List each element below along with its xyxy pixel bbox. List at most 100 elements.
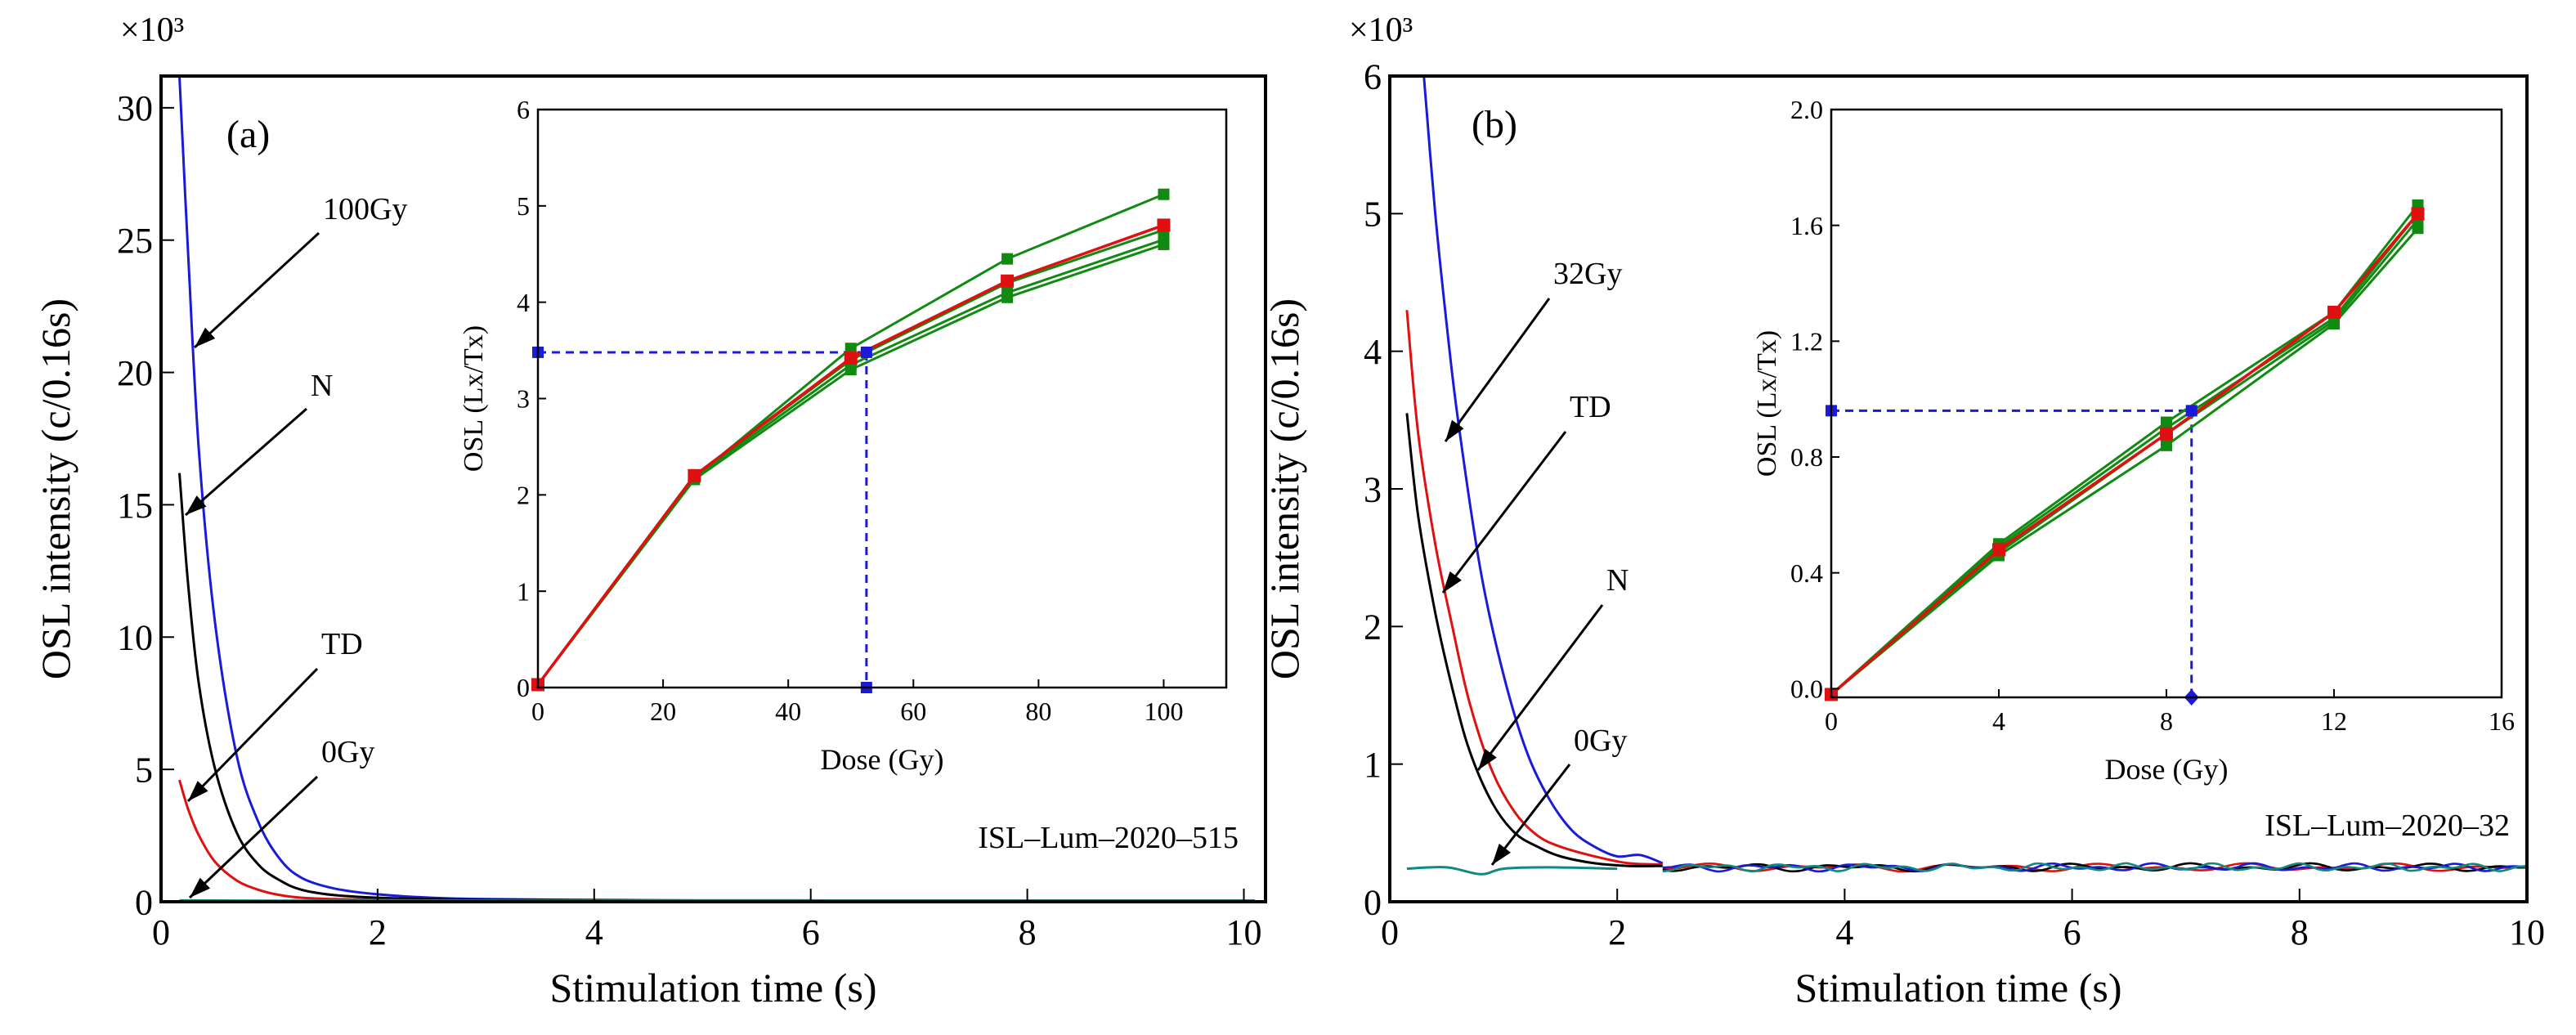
inset-chart: 0 20 40 60 80 100 0 1 2 3 4 5 6 Dose (Gy) OSL (Lx/Tx) (459, 95, 1228, 776)
main-y-tick-label: 1 (1364, 745, 1382, 785)
inset-x-tick-label: 40 (775, 697, 801, 726)
inset-x-axis-label: Dose (Gy) (2105, 753, 2229, 786)
dose-response-red-marker (2160, 427, 2173, 441)
main-y-tick-label: 30 (117, 88, 153, 128)
curve-label-100gy: 100Gy (323, 192, 407, 226)
curve-arrow-100gy-shaft (193, 231, 320, 349)
dose-response-red-marker (1001, 274, 1015, 288)
main-y-tick-label: 0 (135, 882, 153, 922)
main-x-tick-label: 10 (1226, 912, 1262, 952)
main-x-tick-label: 2 (1608, 912, 1626, 952)
inset-x-axis-label: Dose (Gy) (821, 743, 944, 776)
inset-y-tick-label: 0.8 (1790, 442, 1823, 472)
panel-label: (a) (226, 113, 270, 156)
main-y-tick-label: 6 (1364, 56, 1382, 96)
main-x-tick-label: 2 (369, 912, 387, 952)
main-x-tick-label: 10 (2509, 912, 2545, 952)
main-x-tick-label: 6 (2063, 912, 2081, 952)
curve-arrow-td-head (1443, 571, 1462, 593)
dose-response-red-marker (844, 352, 858, 365)
curve-label-n: N (311, 369, 333, 403)
inset-chart: 0 4 8 12 16 0.0 0.4 0.8 1.2 1.6 2.0 Dose (Gy) OSL (L… (1752, 95, 2515, 786)
dose-response-red-marker (1157, 218, 1171, 232)
inset-x-tick-label: 0 (1825, 706, 1838, 736)
main-y-tick-label: 4 (1364, 332, 1382, 372)
sample-id: ISL–Lum–2020–32 (2265, 809, 2510, 843)
inset-x-tick-label: 80 (1025, 697, 1051, 726)
curve-arrow-n-head (186, 495, 207, 515)
main-frame (159, 74, 1267, 903)
curve-arrow-n-head (1478, 748, 1497, 770)
interpolation-marker (860, 346, 872, 358)
x-axis-label: Stimulation time (s) (550, 965, 877, 1010)
inset-x-tick-label: 4 (1992, 706, 2005, 736)
series-line-0gy (1406, 866, 1618, 876)
inset-y-tick-label: 2.0 (1790, 95, 1823, 124)
inset-y-tick-label: 1 (517, 576, 530, 606)
dose-response-green-marker (1158, 238, 1170, 250)
inset-x-tick-label: 0 (531, 697, 544, 726)
main-y-tick-label: 10 (117, 618, 153, 658)
inset-y-tick-label: 4 (517, 288, 530, 317)
curve-arrow-n-shaft (1476, 604, 1604, 771)
inset-x-tick-label: 60 (900, 697, 926, 726)
main-y-tick-label: 5 (135, 750, 153, 791)
noise-line (1662, 862, 2527, 873)
dose-response-green-marker (1001, 253, 1014, 265)
curve-arrow-n-shaft (185, 407, 307, 517)
main-y-tick-label: 0 (1364, 882, 1382, 922)
main-y-tick-label: 3 (1364, 469, 1382, 509)
inset-y-tick-label: 5 (517, 191, 530, 221)
dose-response-green-marker (1001, 291, 1014, 303)
noise-line (1662, 862, 2527, 873)
y-multiplier-label: ×10³ (1349, 11, 1413, 49)
curve-arrow-td-shaft (1441, 431, 1567, 594)
x-axis-label: Stimulation time (s) (1795, 965, 2122, 1010)
main-x-tick-label: 0 (1381, 912, 1399, 952)
main-x-tick-label: 0 (152, 912, 170, 952)
curve-arrow-0gy-head (190, 877, 211, 898)
curve-arrow-0gy-head (1492, 843, 1512, 865)
curve-label-0gy: 0Gy (321, 735, 374, 769)
main-y-tick-label: 15 (117, 486, 153, 526)
inset-y-tick-label: 0 (517, 673, 530, 702)
curve-arrow-0gy-shaft (188, 775, 319, 899)
inset-x-tick-label: 12 (2321, 706, 2347, 736)
dose-response-green-marker (2328, 318, 2340, 330)
inset-x-tick-label: 20 (650, 697, 676, 726)
main-y-tick-label: 5 (1364, 195, 1382, 235)
dose-response-green-marker (2412, 222, 2424, 235)
y-axis-label: OSL intensity (c/0.16s) (1261, 298, 1307, 679)
dose-response-red-marker (2411, 207, 2425, 221)
panel-label: (b) (1472, 103, 1517, 146)
dose-response-red-marker (688, 468, 701, 482)
curve-label-0gy: 0Gy (1574, 724, 1627, 758)
main-y-tick-label: 20 (117, 353, 153, 393)
dose-response-red-marker (1992, 543, 2005, 557)
curve-label-td: TD (321, 627, 363, 661)
inset-y-tick-label: 1.6 (1790, 211, 1823, 240)
dose-response-green-marker (2161, 439, 2172, 451)
curve-label-td: TD (1570, 390, 1611, 424)
curve-arrow-32gy-shaft (1444, 298, 1551, 442)
inset-y-tick-label: 3 (517, 384, 530, 414)
dose-response-red-marker (2327, 305, 2341, 319)
main-x-tick-label: 4 (1835, 912, 1853, 952)
series-line-n (1405, 413, 1663, 867)
series-line-32gy (1422, 76, 1664, 865)
inset-x-tick-label: 8 (2160, 706, 2173, 736)
main-x-tick-label: 6 (802, 912, 820, 952)
dose-response-green-marker (844, 343, 857, 355)
inset-x-tick-label: 100 (1144, 697, 1183, 726)
inset-background (538, 110, 1226, 688)
sample-id: ISL–Lum–2020–515 (978, 821, 1239, 855)
inset-y-tick-label: 0.4 (1790, 558, 1823, 588)
interpolation-marker (2185, 405, 2197, 417)
inset-y-axis-label: OSL (Lx/Tx) (1752, 330, 1782, 477)
curve-arrow-td-head (188, 781, 208, 801)
curve-label-32gy: 32Gy (1553, 257, 1622, 291)
inset-x-tick-label: 16 (2489, 706, 2515, 736)
main-y-tick-label: 2 (1364, 607, 1382, 647)
main-x-tick-label: 8 (2291, 912, 2309, 952)
